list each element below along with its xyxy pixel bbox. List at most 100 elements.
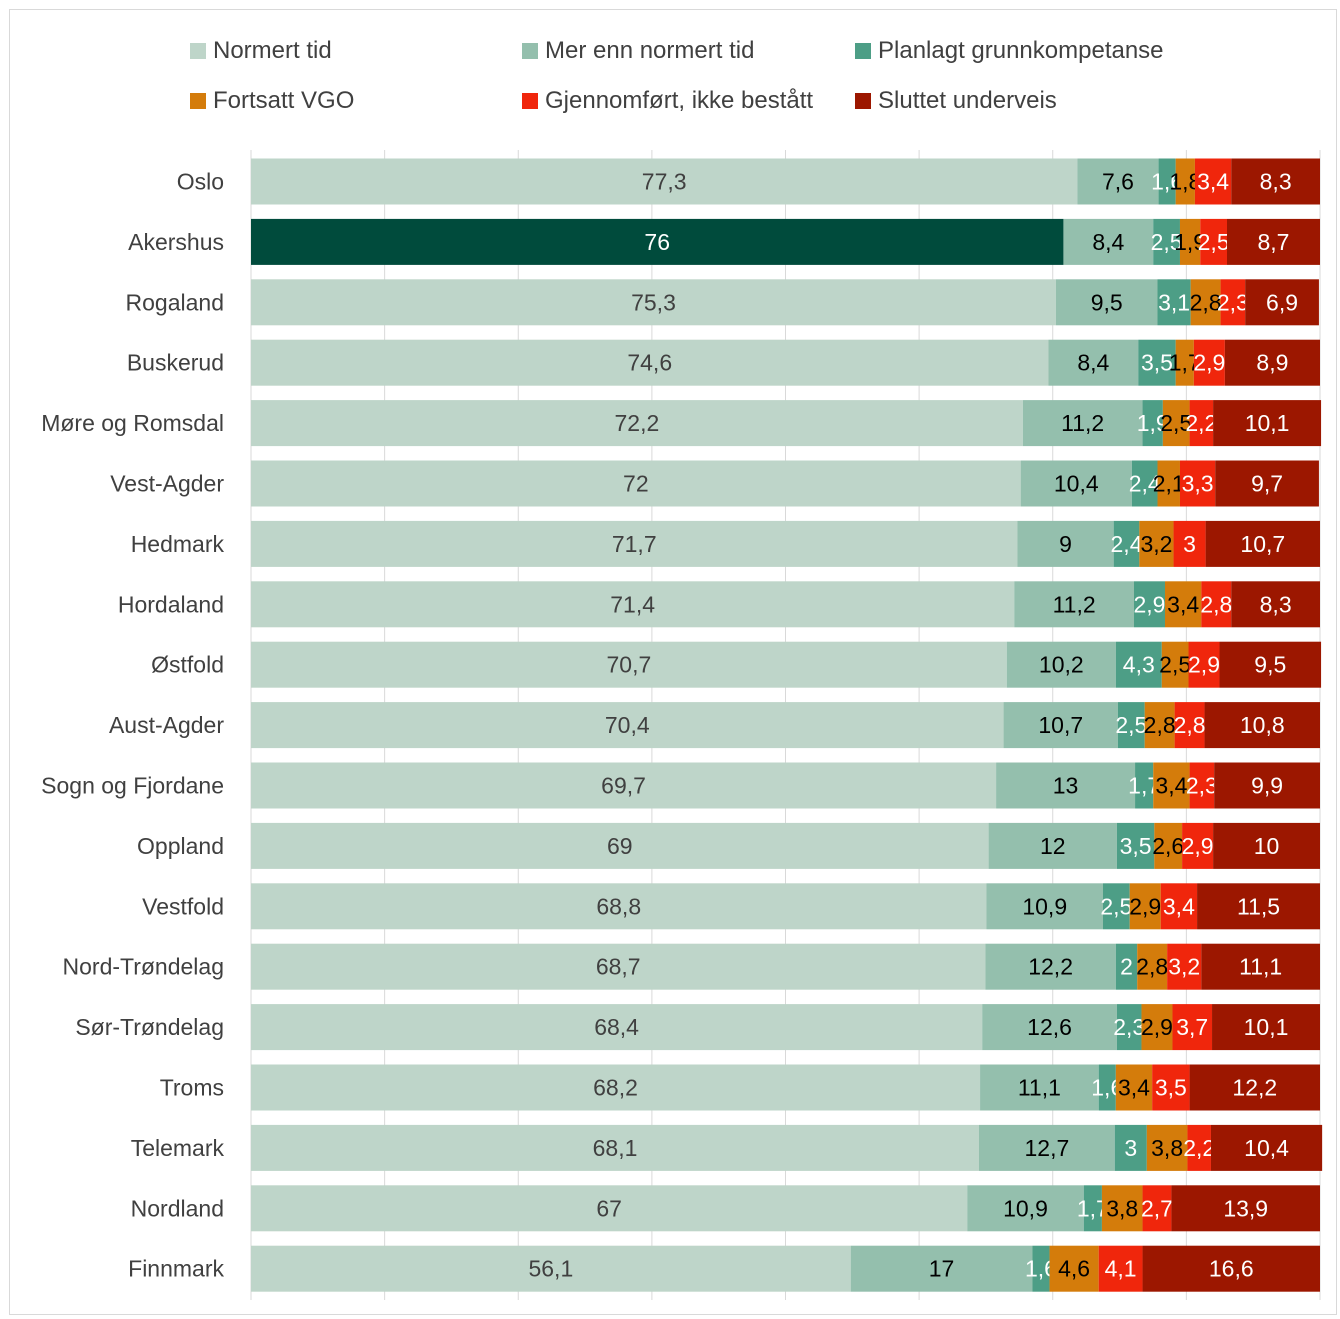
bar-segment bbox=[1224, 339, 1320, 386]
data-label: 2,8 bbox=[1174, 712, 1206, 738]
data-label: 8,4 bbox=[1092, 229, 1124, 255]
data-label: 3 bbox=[1183, 531, 1196, 557]
bar-segment bbox=[1190, 279, 1221, 326]
data-label: 2,1 bbox=[1153, 471, 1185, 497]
data-label: 2,6 bbox=[1152, 833, 1184, 859]
bar-segment bbox=[1153, 762, 1190, 809]
data-label: 2,4 bbox=[1111, 531, 1143, 557]
data-label: 70,4 bbox=[605, 712, 650, 738]
bar-segment bbox=[1115, 641, 1162, 688]
bar-segment bbox=[251, 702, 1004, 749]
data-label: 8,3 bbox=[1260, 591, 1292, 617]
data-label: 7,6 bbox=[1102, 169, 1134, 195]
bar-segment bbox=[1154, 822, 1183, 869]
bar-segment bbox=[1142, 1185, 1172, 1232]
bar-segment bbox=[251, 218, 1064, 265]
bar-segment bbox=[1014, 581, 1134, 628]
data-label: 16,6 bbox=[1209, 1256, 1254, 1282]
bar-segment bbox=[1167, 943, 1202, 990]
bar-segment bbox=[1017, 520, 1114, 567]
bar-segment bbox=[251, 339, 1049, 386]
category-label: Hedmark bbox=[131, 531, 225, 557]
data-label: 2,5 bbox=[1151, 229, 1183, 255]
bar-segment bbox=[1032, 1245, 1050, 1292]
bar-segment bbox=[980, 1064, 1099, 1111]
bar-segment bbox=[1157, 460, 1180, 507]
data-label: 2,8 bbox=[1200, 591, 1232, 617]
bar-segment bbox=[1189, 762, 1215, 809]
bar-segment bbox=[251, 1004, 983, 1051]
bar-segment bbox=[1152, 1064, 1190, 1111]
category-label: Vest-Agder bbox=[110, 471, 224, 497]
category-label: Nord-Trøndelag bbox=[63, 954, 224, 980]
category-label: Finnmark bbox=[128, 1256, 224, 1282]
bar-segment bbox=[996, 762, 1136, 809]
bar-segment bbox=[251, 158, 1078, 205]
data-label: 69 bbox=[607, 833, 633, 859]
bar-segment bbox=[1215, 460, 1319, 507]
bar-segment bbox=[1204, 702, 1320, 749]
data-label: 9 bbox=[1059, 531, 1072, 557]
bar-segment bbox=[1048, 339, 1139, 386]
bar-segment bbox=[1020, 460, 1132, 507]
data-label: 4,6 bbox=[1058, 1256, 1090, 1282]
data-label: 12,6 bbox=[1027, 1014, 1072, 1040]
data-label: 2,7 bbox=[1141, 1195, 1173, 1221]
bar-segment bbox=[1187, 1124, 1211, 1171]
data-label: 72,2 bbox=[615, 410, 660, 436]
data-label: 2,9 bbox=[1134, 591, 1166, 617]
bar-segment bbox=[1055, 279, 1158, 326]
bar-segment bbox=[1188, 641, 1220, 688]
bar-segment bbox=[1139, 520, 1174, 567]
category-label: Akershus bbox=[128, 229, 224, 255]
data-label: 70,7 bbox=[607, 652, 652, 678]
data-label: 2,3 bbox=[1186, 773, 1218, 799]
data-label: 2,2 bbox=[1183, 1135, 1215, 1161]
bar-segment bbox=[1174, 702, 1205, 749]
bar-segment bbox=[1201, 943, 1320, 990]
data-label: 2 bbox=[1120, 954, 1133, 980]
data-label: 74,6 bbox=[627, 350, 672, 376]
data-label: 2,5 bbox=[1160, 410, 1192, 436]
legend-label: Mer enn normert tid bbox=[545, 37, 755, 64]
bar-segment bbox=[251, 279, 1056, 326]
data-label: 12 bbox=[1040, 833, 1066, 859]
category-label: Sør-Trøndelag bbox=[75, 1014, 224, 1040]
data-label: 12,2 bbox=[1232, 1075, 1277, 1101]
data-label: 9,5 bbox=[1254, 652, 1286, 678]
data-label: 2,8 bbox=[1144, 712, 1176, 738]
bar-segment bbox=[982, 1004, 1117, 1051]
bar-segment bbox=[978, 1124, 1115, 1171]
data-label: 68,8 bbox=[596, 893, 641, 919]
legend-item-fortsatt-vgo: Fortsatt VGO bbox=[190, 87, 354, 115]
bar-segment bbox=[1006, 641, 1116, 688]
bar-segment bbox=[1116, 1004, 1142, 1051]
data-label: 2,4 bbox=[1129, 471, 1161, 497]
data-label: 10,7 bbox=[1038, 712, 1083, 738]
bar-segment bbox=[1142, 1245, 1320, 1292]
bar-segment bbox=[1226, 218, 1320, 265]
data-label: 11,1 bbox=[1018, 1075, 1061, 1101]
data-label: 2,8 bbox=[1190, 289, 1222, 315]
bar-segment bbox=[1213, 822, 1320, 869]
category-label: Telemark bbox=[131, 1135, 225, 1161]
data-label: 2,9 bbox=[1182, 833, 1214, 859]
bar-segment bbox=[1231, 581, 1320, 628]
data-label: 2,5 bbox=[1100, 893, 1132, 919]
data-label: 12,2 bbox=[1028, 954, 1073, 980]
data-label: 76 bbox=[644, 229, 670, 255]
bar-segment bbox=[967, 1185, 1084, 1232]
data-label: 3,8 bbox=[1106, 1195, 1138, 1221]
data-label: 13,9 bbox=[1223, 1195, 1268, 1221]
category-label: Troms bbox=[160, 1075, 224, 1101]
bar-segment bbox=[985, 943, 1116, 990]
data-label: 3,5 bbox=[1155, 1075, 1187, 1101]
data-label: 4,1 bbox=[1105, 1256, 1137, 1282]
category-label: Møre og Romsdal bbox=[41, 410, 224, 436]
bar-segment bbox=[1003, 702, 1118, 749]
bar-segment bbox=[1135, 762, 1154, 809]
legend-item-mer-enn-normert-tid: Mer enn normert tid bbox=[522, 37, 754, 65]
data-label: 2,8 bbox=[1136, 954, 1168, 980]
data-label: 72 bbox=[623, 471, 649, 497]
